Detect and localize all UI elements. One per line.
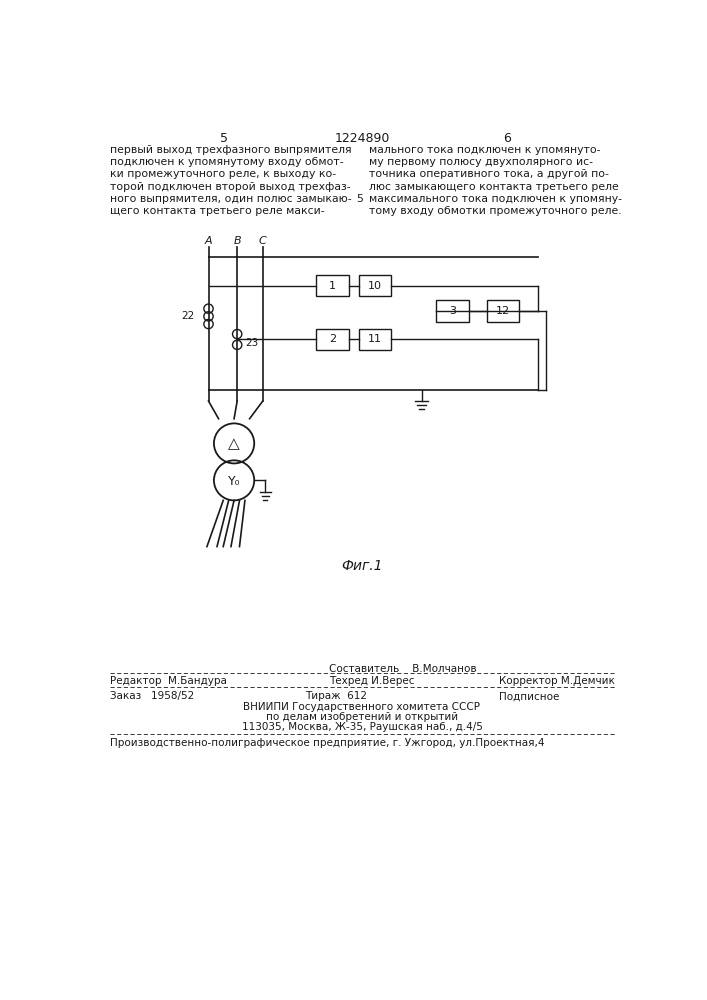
Text: 5: 5 [356, 194, 363, 204]
Text: 5: 5 [220, 132, 228, 145]
Text: ки промежуточного реле, к выходу ко-: ки промежуточного реле, к выходу ко- [110, 169, 337, 179]
Text: Редактор  М.Бандура: Редактор М.Бандура [110, 676, 227, 686]
Text: Производственно-полиграфическое предприятие, г. Ужгород, ул.Проектная,4: Производственно-полиграфическое предприя… [110, 738, 544, 748]
Text: мального тока подключен к упомянуто-: мального тока подключен к упомянуто- [369, 145, 600, 155]
Text: подключен к упомянутому входу обмот-: подключен к упомянутому входу обмот- [110, 157, 344, 167]
Text: Заказ   1958/52: Заказ 1958/52 [110, 691, 194, 701]
Bar [436, 300, 469, 322]
Text: ного выпрямителя, один полюс замыкаю-: ного выпрямителя, один полюс замыкаю- [110, 194, 351, 204]
Text: 23: 23 [245, 338, 258, 348]
Text: Y₀: Y₀ [228, 475, 240, 488]
Text: C: C [259, 236, 267, 246]
Text: B: B [233, 236, 241, 246]
Text: 11: 11 [368, 334, 382, 344]
Bar [359, 275, 392, 296]
Text: по делам изобретений и открытий: по делам изобретений и открытий [266, 712, 458, 722]
Text: максимального тока подключен к упомяну-: максимального тока подключен к упомяну- [369, 194, 622, 204]
Text: A: A [205, 236, 212, 246]
Text: щего контакта третьего реле макси-: щего контакта третьего реле макси- [110, 206, 325, 216]
Text: Тираж  612: Тираж 612 [305, 691, 368, 701]
Text: 113035, Москва, Ж-35, Раушская наб., д.4/5: 113035, Москва, Ж-35, Раушская наб., д.4… [242, 722, 482, 732]
Text: 12: 12 [496, 306, 510, 316]
Text: 2: 2 [329, 334, 336, 344]
Text: му первому полюсу двухполярного ис-: му первому полюсу двухполярного ис- [369, 157, 593, 167]
Text: 1224890: 1224890 [334, 132, 390, 145]
Text: △: △ [228, 436, 240, 451]
Text: Корректор М.Демчик: Корректор М.Демчик [499, 676, 615, 686]
Text: Фиг.1: Фиг.1 [341, 559, 382, 573]
Text: 10: 10 [368, 281, 382, 291]
Text: 22: 22 [181, 311, 194, 321]
Text: Техред И.Верес: Техред И.Верес [329, 676, 414, 686]
Text: 6: 6 [503, 132, 511, 145]
Bar [316, 275, 349, 296]
Text: первый выход трехфазного выпрямителя: первый выход трехфазного выпрямителя [110, 145, 351, 155]
Bar [316, 329, 349, 350]
Text: Подписное: Подписное [499, 691, 559, 701]
Bar [359, 329, 392, 350]
Text: ВНИИПИ Государственного хомитета СССР: ВНИИПИ Государственного хомитета СССР [243, 702, 481, 712]
Text: торой подключен второй выход трехфаз-: торой подключен второй выход трехфаз- [110, 182, 351, 192]
Bar [486, 300, 519, 322]
Text: точника оперативного тока, а другой по-: точника оперативного тока, а другой по- [369, 169, 609, 179]
Text: 3: 3 [449, 306, 456, 316]
Text: Составитель    В.Молчанов: Составитель В.Молчанов [329, 664, 477, 674]
Text: люс замыкающего контакта третьего реле: люс замыкающего контакта третьего реле [369, 182, 619, 192]
Text: 1: 1 [329, 281, 336, 291]
Text: тому входу обмотки промежуточного реле.: тому входу обмотки промежуточного реле. [369, 206, 621, 216]
